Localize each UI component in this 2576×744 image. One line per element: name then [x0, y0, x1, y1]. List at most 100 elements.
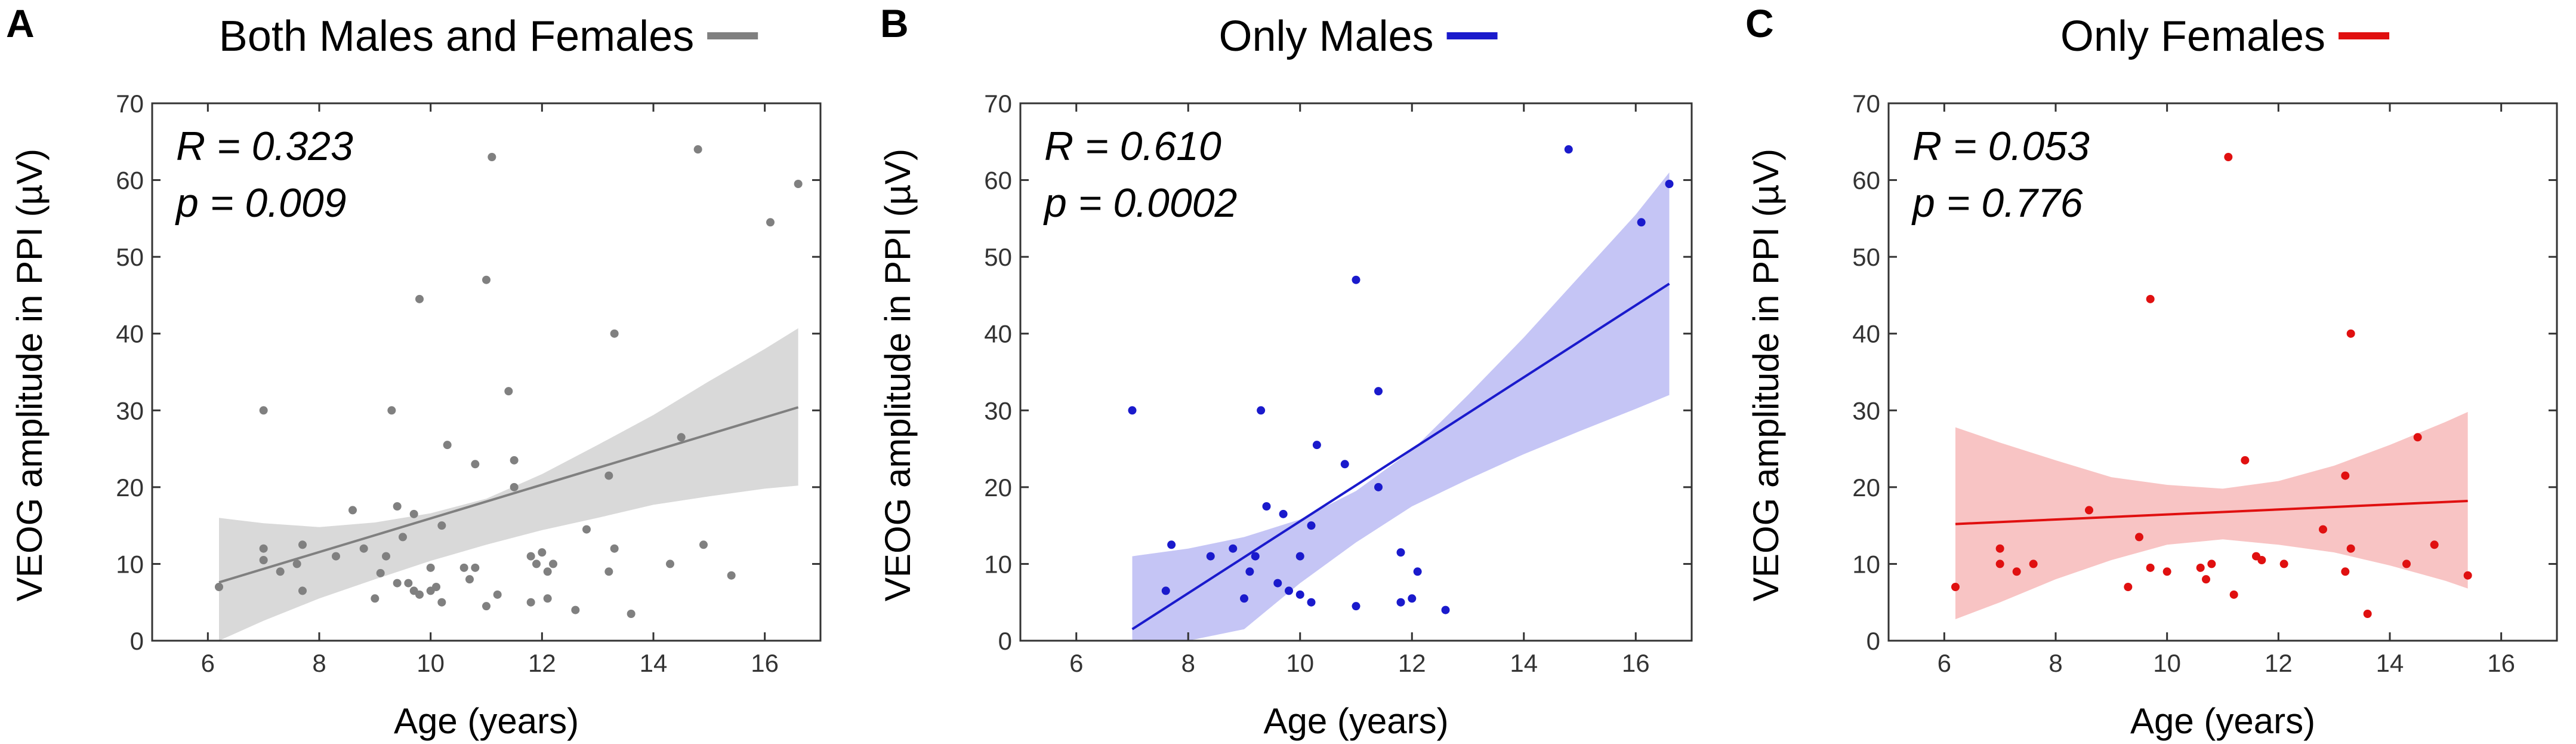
- x-tick-label: 8: [2049, 649, 2062, 677]
- data-point: [459, 563, 468, 572]
- data-point: [526, 598, 535, 607]
- data-point: [215, 583, 223, 591]
- data-point: [371, 594, 380, 603]
- data-point: [409, 509, 418, 518]
- x-axis-label: Age (years): [2130, 701, 2315, 741]
- data-point: [493, 590, 502, 599]
- data-point: [1262, 502, 1271, 511]
- data-point: [415, 590, 424, 599]
- data-point: [543, 567, 552, 576]
- data-point: [376, 568, 385, 577]
- regression-line: [1955, 500, 2468, 525]
- y-tick-label: 30: [1852, 396, 1880, 425]
- data-point: [532, 559, 541, 568]
- confidence-band: [1132, 172, 1670, 641]
- data-point: [426, 563, 435, 572]
- data-point: [1128, 406, 1137, 415]
- panel-a: 6 8 10 12 14 16 0 10 20 30 40 50 60 70 Age (years) VEOG…: [6, 1, 822, 741]
- y-tick-label: 30: [116, 396, 144, 425]
- panel-b: 6 8 10 12 14 16 0 10 20 30 40 50 60 70 Age (years) VEOG…: [878, 1, 1693, 741]
- data-point: [482, 275, 490, 284]
- data-point: [2124, 583, 2133, 591]
- chart-title: Only Males: [1218, 13, 1433, 60]
- y-axis-label: VEOG amplitude in PPI (µV): [1746, 149, 1786, 601]
- x-tick-label: 12: [2265, 649, 2293, 677]
- y-tick-label: 60: [1852, 167, 1880, 195]
- y-tick-label: 40: [984, 320, 1012, 348]
- data-point: [1396, 548, 1405, 557]
- x-tick-label: 14: [1510, 649, 1538, 677]
- data-point: [393, 579, 402, 588]
- data-point: [1352, 275, 1361, 284]
- x-tick-label: 16: [751, 649, 779, 677]
- x-tick-label: 6: [201, 649, 215, 677]
- x-tick-label: 6: [1938, 649, 1951, 677]
- y-tick-label: 30: [984, 396, 1012, 425]
- data-point: [443, 441, 452, 450]
- data-point: [1665, 180, 1674, 188]
- data-point: [437, 521, 446, 530]
- data-point: [526, 552, 535, 561]
- data-point: [348, 506, 357, 515]
- data-point: [292, 559, 301, 568]
- p-value: p = 0.0002: [1043, 180, 1237, 226]
- data-point: [1279, 509, 1288, 518]
- data-point: [766, 218, 775, 227]
- data-point: [2241, 456, 2250, 465]
- y-tick-label: 40: [116, 320, 144, 348]
- data-point: [2363, 610, 2372, 618]
- data-point: [2085, 506, 2093, 515]
- data-point: [1951, 583, 1960, 591]
- data-point: [2319, 525, 2327, 534]
- data-point: [1564, 145, 1573, 154]
- data-point: [1273, 579, 1282, 588]
- data-point: [2402, 559, 2411, 568]
- x-tick-label: 10: [1286, 649, 1314, 677]
- panel-letter: A: [6, 1, 35, 45]
- data-point: [1167, 540, 1176, 549]
- data-point: [1995, 544, 2004, 553]
- data-point: [549, 559, 557, 568]
- data-point: [1257, 406, 1266, 415]
- data-point: [298, 586, 307, 595]
- data-point: [1307, 521, 1316, 530]
- data-point: [1374, 482, 1383, 491]
- y-tick-label: 50: [116, 243, 144, 271]
- data-point: [610, 329, 619, 338]
- data-point: [1295, 552, 1304, 561]
- data-point: [2229, 590, 2238, 599]
- data-point: [259, 556, 268, 564]
- chart-title: Only Females: [2060, 13, 2325, 60]
- data-point: [2207, 559, 2216, 568]
- data-point: [2224, 153, 2233, 161]
- panel-letter: C: [1745, 1, 1774, 45]
- data-point: [571, 605, 580, 614]
- data-point: [2430, 540, 2439, 549]
- data-point: [1413, 567, 1422, 576]
- data-point: [399, 533, 407, 542]
- data-point: [2196, 563, 2205, 572]
- data-point: [1441, 605, 1450, 614]
- data-point: [582, 525, 591, 534]
- y-tick-label: 10: [1852, 550, 1880, 578]
- data-point: [1307, 598, 1316, 607]
- data-point: [510, 456, 519, 465]
- data-point: [1637, 218, 1646, 227]
- x-axis-label: Age (years): [394, 701, 579, 741]
- x-tick-label: 12: [1398, 649, 1426, 677]
- data-point: [482, 602, 490, 611]
- data-point: [1312, 441, 1321, 450]
- data-point: [1245, 567, 1254, 576]
- data-point: [2162, 567, 2171, 576]
- x-tick-label: 14: [640, 649, 668, 677]
- y-tick-label: 60: [984, 167, 1012, 195]
- data-point: [2012, 567, 2021, 576]
- x-tick-label: 8: [312, 649, 326, 677]
- data-point: [471, 460, 480, 469]
- y-axis-label: VEOG amplitude in PPI (µV): [878, 149, 918, 601]
- data-point: [1396, 598, 1405, 607]
- x-tick-label: 16: [2487, 649, 2515, 677]
- data-point: [604, 471, 613, 480]
